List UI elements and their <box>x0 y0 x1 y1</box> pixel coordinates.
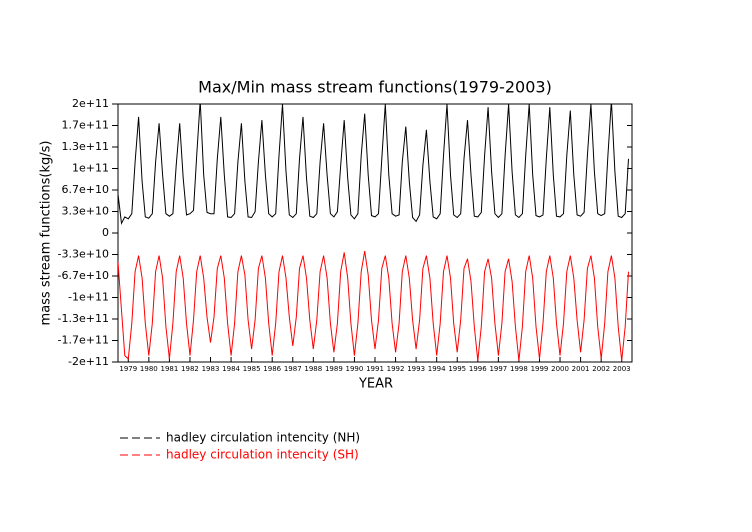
plot-frame <box>117 103 633 363</box>
y-tick-label: 1e+11 <box>72 162 109 175</box>
x-tick-label: 1987 <box>284 365 302 373</box>
y-tick-label: 1.3e+11 <box>62 140 109 153</box>
x-tick-label: 1989 <box>325 365 343 373</box>
x-tick-label: 1979 <box>119 365 137 373</box>
x-tick-label: 1991 <box>366 365 384 373</box>
x-tick-label: 1982 <box>181 365 199 373</box>
x-tick-label: 2001 <box>572 365 590 373</box>
x-tick-label: 1994 <box>428 365 446 373</box>
y-tick-label: 0 <box>102 226 109 239</box>
y-tick-label: 6.7e+10 <box>62 183 109 196</box>
y-tick-label: -1.3e+11 <box>58 312 109 325</box>
x-axis-label: YEAR <box>358 377 393 392</box>
x-tick-label: 1981 <box>160 365 178 373</box>
x-tick-label: 1999 <box>531 365 549 373</box>
y-tick-label: 3.3e+10 <box>62 205 109 218</box>
x-tick-label: 1992 <box>387 365 405 373</box>
x-tick-label: 1990 <box>346 365 364 373</box>
x-tick-label: 1993 <box>407 365 425 373</box>
x-tick-label: 1983 <box>202 365 220 373</box>
x-tick-label: 1988 <box>304 365 322 373</box>
data-line <box>118 251 629 361</box>
y-tick-label: 2e+11 <box>72 97 109 110</box>
x-tick-label: 1980 <box>140 365 158 373</box>
y-tick-label: -6.7e+10 <box>58 269 109 282</box>
x-tick-label: 2000 <box>551 365 569 373</box>
x-tick-label: 2002 <box>592 365 610 373</box>
x-tick-label: 1995 <box>448 365 466 373</box>
x-tick-label: 2003 <box>613 365 631 373</box>
legend-label: hadley circulation intencity (SH) <box>166 448 359 462</box>
x-tick-label: 1984 <box>222 365 240 373</box>
x-tick-label: 1986 <box>263 365 281 373</box>
x-tick-label: 1996 <box>469 365 487 373</box>
data-line <box>118 104 629 225</box>
y-tick-label: -3.3e+10 <box>58 247 109 260</box>
y-tick-label: -2e+11 <box>68 355 109 368</box>
y-axis-label: mass stream functions(kg/s) <box>39 141 54 326</box>
y-tick-label: 1.7e+11 <box>62 118 109 131</box>
legend-label: hadley circulation intencity (NH) <box>166 431 360 445</box>
x-tick-label: 1997 <box>489 365 507 373</box>
chart-title: Max/Min mass stream functions(1979-2003) <box>198 78 552 97</box>
y-tick-label: -1.7e+11 <box>58 334 109 347</box>
y-tick-label: -1e+11 <box>68 291 109 304</box>
x-tick-label: 1985 <box>243 365 261 373</box>
x-tick-label: 1998 <box>510 365 528 373</box>
